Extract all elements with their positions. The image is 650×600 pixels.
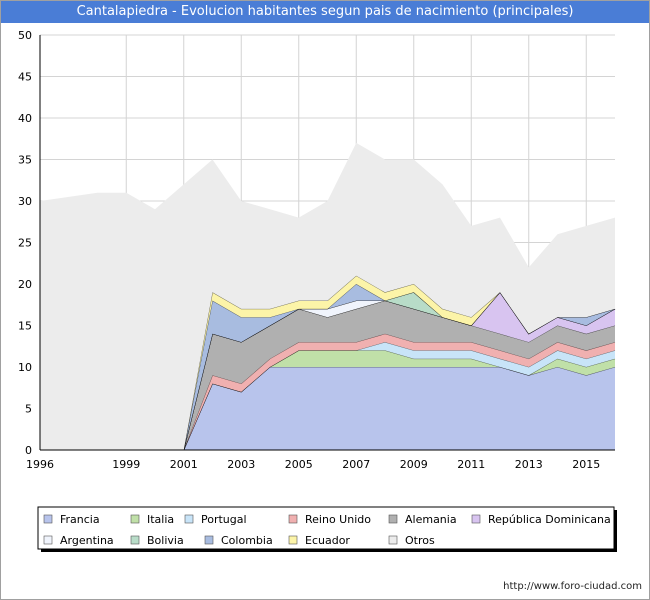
x-tick-label: 2013 <box>515 458 543 471</box>
y-tick-label: 45 <box>18 71 32 84</box>
legend-label-italia: Italia <box>147 513 174 526</box>
area-reino-unido <box>40 333 615 450</box>
x-tick-label: 1996 <box>26 458 54 471</box>
area-alemania <box>40 300 615 450</box>
legend-swatch-bolivia <box>130 535 140 545</box>
legend-label-colombia: Colombia <box>221 534 273 547</box>
legend-swatch-italia <box>130 514 140 524</box>
area-series <box>40 142 616 451</box>
legend-swatch-argentina <box>43 535 53 545</box>
legend-swatch-reino-unido <box>288 514 298 524</box>
legend-label-otros: Otros <box>405 534 435 547</box>
y-tick-label: 30 <box>18 195 32 208</box>
legend: Francia Italia Portugal Reino Unido Alemania… <box>37 506 617 552</box>
y-tick-label: 40 <box>18 112 32 125</box>
y-tick-label: 35 <box>18 154 32 167</box>
axes: 0 5 10 15 20 25 30 35 40 45 50 1996 1999 2001 2003 2005… <box>18 29 615 471</box>
chart-title: Cantalapiedra - Evolucion habitantes seg… <box>1 1 649 23</box>
x-tick-label: 2005 <box>285 458 313 471</box>
legend-swatch-republica-dominicana <box>471 514 481 524</box>
legend-swatch-portugal <box>184 514 194 524</box>
legend-label-republica-dominicana: República Dominicana <box>488 513 611 526</box>
legend-swatch-otros <box>388 535 398 545</box>
x-tick-label: 2001 <box>170 458 198 471</box>
x-tick-label: 2015 <box>572 458 600 471</box>
y-tick-label: 15 <box>18 320 32 333</box>
area-portugal <box>40 342 615 450</box>
x-tick-label: 1999 <box>112 458 140 471</box>
x-tick-label: 2003 <box>227 458 255 471</box>
legend-label-francia: Francia <box>60 513 100 526</box>
y-tick-label: 20 <box>18 278 32 291</box>
x-tick-label: 2009 <box>400 458 428 471</box>
legend-swatch-colombia <box>204 535 214 545</box>
area-otros <box>40 142 615 450</box>
y-tick-label: 10 <box>18 361 32 374</box>
y-tick-label: 25 <box>18 237 32 250</box>
x-tick-label: 2011 <box>457 458 485 471</box>
y-tick-label: 5 <box>25 403 32 416</box>
area-italia <box>40 350 615 450</box>
area-francia <box>40 367 615 450</box>
footer-url[interactable]: http://www.foro-ciudad.com <box>503 581 642 592</box>
y-tick-label: 0 <box>25 444 32 457</box>
y-tick-label: 50 <box>18 29 32 42</box>
legend-swatch-alemania <box>388 514 398 524</box>
legend-label-reino-unido: Reino Unido <box>305 513 371 526</box>
legend-label-ecuador: Ecuador <box>305 534 350 547</box>
legend-label-bolivia: Bolivia <box>147 534 184 547</box>
legend-swatch-francia <box>43 514 53 524</box>
legend-label-argentina: Argentina <box>60 534 114 547</box>
legend-label-portugal: Portugal <box>201 513 247 526</box>
area-ecuador <box>40 275 615 450</box>
x-tick-label: 2007 <box>342 458 370 471</box>
legend-label-alemania: Alemania <box>405 513 457 526</box>
legend-swatch-ecuador <box>288 535 298 545</box>
